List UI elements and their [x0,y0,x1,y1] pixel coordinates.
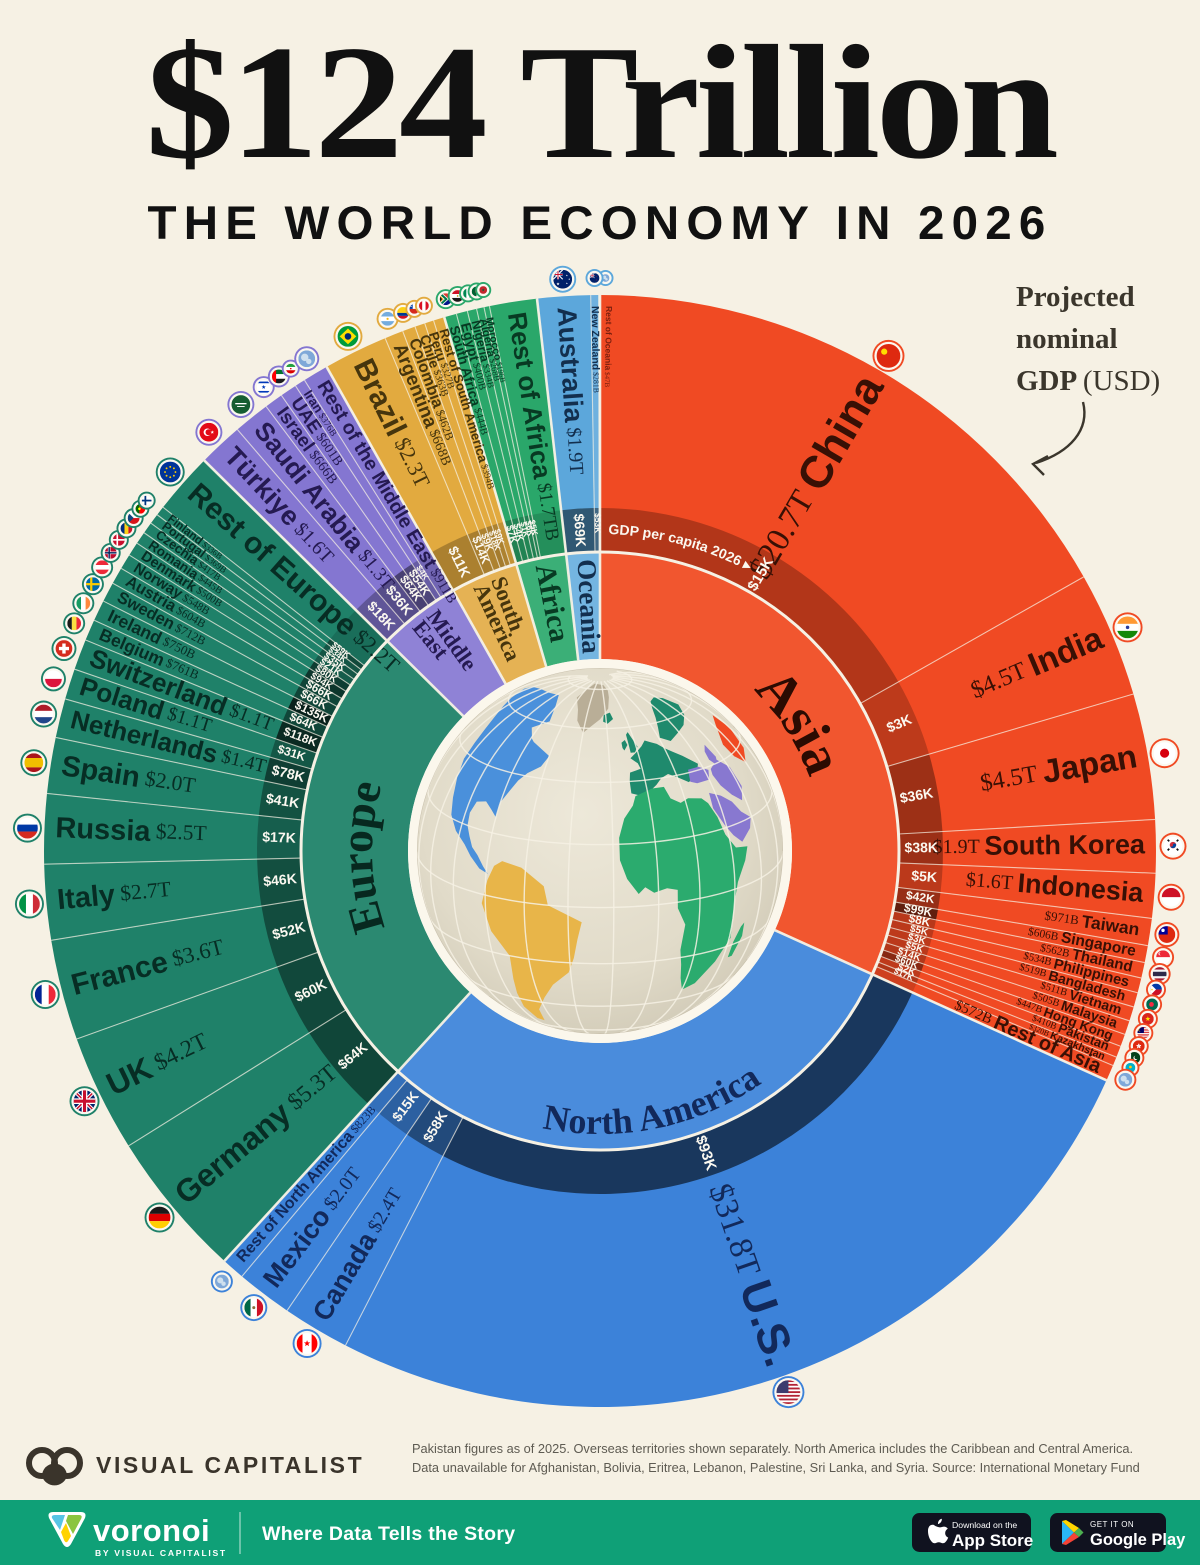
svg-text:$6K: $6K [523,520,536,538]
svg-text:GET IT ON: GET IT ON [1090,1520,1134,1529]
svg-text:Google Play: Google Play [1090,1531,1186,1549]
svg-text:Russia $2.5T: Russia $2.5T [55,812,207,850]
svg-text:nominal: nominal [1016,323,1118,355]
svg-text:Download on the: Download on the [952,1520,1017,1530]
svg-text:Where Data Tells the Story: Where Data Tells the Story [262,1523,515,1545]
svg-text:$53K: $53K [593,513,603,534]
svg-text:$1K: $1K [518,521,532,539]
svg-text:$5K: $5K [904,940,926,956]
svg-text:$5K: $5K [911,867,938,885]
svg-text:Italy $2.7T: Italy $2.7T [56,874,173,916]
svg-text:$17K: $17K [262,828,296,845]
svg-text:Oceania: Oceania [571,558,606,655]
svg-text:GDP (USD): GDP (USD) [1016,365,1160,397]
svg-text:Rest of Oceania $47B: Rest of Oceania $47B [603,306,614,388]
svg-text:$46K: $46K [263,870,298,889]
svg-text:$41K: $41K [265,790,301,811]
svg-text:$3K: $3K [906,931,927,947]
svg-text:$124 Trillion: $124 Trillion [145,12,1057,193]
svg-text:BY VISUAL CAPITALIST: BY VISUAL CAPITALIST [95,1548,227,1558]
svg-text:$36K: $36K [898,784,934,805]
svg-text:$78K: $78K [270,761,306,785]
svg-text:$5K: $5K [909,923,930,938]
svg-text:Data unavailable for Afghanist: Data unavailable for Afghanistan, Bolivi… [412,1460,1140,1475]
svg-text:New Zealand $281B: New Zealand $281B [589,306,602,393]
svg-text:$69K: $69K [571,513,589,547]
svg-text:VISUAL CAPITALIST: VISUAL CAPITALIST [96,1452,364,1478]
svg-text:$9K: $9K [492,528,507,547]
svg-text:$1.9T South Korea: $1.9T South Korea [932,830,1146,862]
svg-text:$4K: $4K [511,522,526,543]
svg-text:App Store: App Store [952,1531,1033,1550]
svg-text:Pakistan figures as of 2025. O: Pakistan figures as of 2025. Overseas te… [412,1441,1133,1456]
svg-text:$5K: $5K [527,519,540,537]
svg-text:voronoi: voronoi [93,1513,210,1548]
svg-text:$42K: $42K [905,888,936,906]
svg-text:$8K: $8K [907,911,932,929]
svg-text:$38K: $38K [904,839,938,855]
svg-text:$7K: $7K [504,524,520,545]
svg-text:THE WORLD ECONOMY IN 2026: THE WORLD ECONOMY IN 2026 [148,197,1053,250]
svg-text:$99K: $99K [903,901,934,920]
svg-text:Projected: Projected [1016,281,1135,313]
